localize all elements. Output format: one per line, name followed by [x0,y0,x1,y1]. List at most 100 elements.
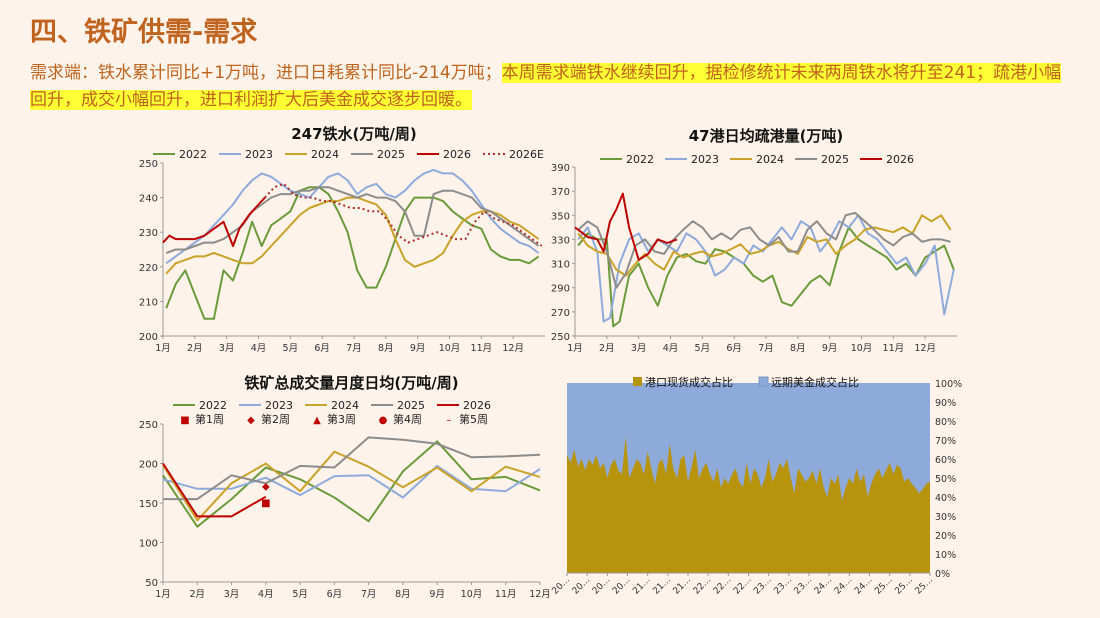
y-tick-label: 40% [935,493,956,504]
x-tick-label: 12月 [502,343,524,354]
legend-label-2024: 2024 [311,148,339,161]
x-tick-label: 1月 [155,589,171,600]
x-tick-label: 8月 [395,589,411,600]
y-tick-label: 70% [935,436,956,447]
y-tick-label: 210 [139,297,158,308]
series-line-2022 [577,226,955,328]
x-tick-label: 20… [611,575,633,597]
x-tick-label: 25… [893,575,915,597]
x-tick-label: 8月 [790,343,806,354]
legend-label-2024: 2024 [331,399,359,412]
series-line-2026 [162,196,266,247]
legend-label-2024: 2024 [756,153,784,166]
x-tick-label: 7月 [758,343,774,354]
legend-label-2026: 2026 [443,148,471,161]
x-tick-label: 12月 [914,343,936,354]
legend-label-2022: 2022 [179,148,207,161]
x-tick-label: 6月 [327,589,343,600]
x-tick-label: 2月 [599,343,615,354]
x-tick-label: 9月 [410,343,426,354]
deal-share-chart: 0%10%20%30%40%50%60%70%80%90%100%20…20…2… [551,375,963,597]
x-tick-label: 5月 [292,589,308,600]
series-line-2023 [165,168,540,265]
summary-text: 需求端：铁水累计同比+1万吨，进口日耗累计同比-214万吨；本周需求端铁水继续回… [30,60,1070,114]
series-line-2024 [162,450,541,522]
x-tick-label: 9月 [429,589,445,600]
y-tick-label: 150 [139,499,158,510]
y-tick-label: 100 [139,539,158,550]
x-tick-label: 25… [873,575,895,597]
y-tick-label: 230 [139,228,158,239]
weekly-marker-point: ◆ [262,482,270,493]
x-tick-label: 6月 [314,343,330,354]
x-tick-label: 2月 [189,589,205,600]
monthly-deal-chart: 铁矿总成交量月度日均(万吨/周) 50 100 150 200 250 1月 2月 3月 4月 5月… [139,374,551,600]
x-tick-label: 21… [631,575,653,597]
x-tick-label: 1月 [155,343,171,354]
x-tick-label: 24… [833,575,855,597]
legend-label-spot: 港口现货成交占比 [645,375,733,389]
x-tick-label: 2月 [187,343,203,354]
series-line-2026 [574,192,678,261]
series-line-2023 [577,214,955,323]
monthly-deal-title: 铁矿总成交量月度日均(万吨/周) [244,374,458,392]
y-tick-label: 200 [139,460,158,471]
legend-swatch-spot [633,377,642,386]
x-tick-label: 25… [914,575,936,597]
x-tick-label: 7月 [361,589,377,600]
y-tick-label: 250 [551,332,570,343]
y-tick-label: 220 [139,263,158,274]
series-line-2022 [162,440,541,528]
page-title: 四、铁矿供需-需求 [30,17,258,48]
x-tick-label: 8月 [378,343,394,354]
series-line-2026E [264,182,543,247]
y-tick-label: 60% [935,455,956,466]
y-tick-label: 240 [139,194,158,205]
weekly-marker-point: ■ [261,498,270,509]
x-tick-label: 22… [692,575,714,597]
y-tick-label: 270 [551,308,570,319]
x-tick-label: 24… [853,575,875,597]
x-tick-label: 23… [793,575,815,597]
port-evac-title: 47港日均疏港量(万吨) [689,127,844,145]
x-tick-label: 11月 [883,343,905,354]
legend-label-usd: 远期美金成交占比 [771,375,859,389]
x-tick-label: 21… [651,575,673,597]
y-tick-label: 0% [935,569,950,580]
y-tick-label: 100% [935,379,962,390]
x-tick-label: 4月 [663,343,679,354]
y-tick-label: 80% [935,417,956,428]
x-tick-label: 22… [712,575,734,597]
legend-label-2023: 2023 [245,148,273,161]
x-tick-label: 24… [813,575,835,597]
x-tick-label: 1月 [567,343,583,354]
y-tick-label: 30% [935,512,956,523]
weekly-marker-label: 第2周 [261,412,290,426]
legend-label-2026E: 2026E [509,148,544,161]
legend-label-2022: 2022 [626,153,654,166]
x-tick-label: 10月 [439,343,461,354]
x-tick-label: 20… [571,575,593,597]
series-line-2026 [162,462,267,518]
weekly-marker-symbol: ◆ [247,415,255,426]
y-tick-label: 90% [935,398,956,409]
y-tick-label: 250 [139,420,158,431]
y-tick-label: 50% [935,474,956,485]
x-tick-label: 11月 [495,589,517,600]
weekly-marker-label: 第5周 [459,412,488,426]
legend-label-2026: 2026 [886,153,914,166]
weekly-marker-symbol: ▲ [313,415,321,426]
series-line-2025 [577,211,951,289]
series-line-2022 [165,186,540,320]
port-evac-chart: 47港日均疏港量(万吨) 250 270 290 310 330 350 370 390 1月 2月… [551,127,957,354]
hot-metal-chart: 247铁水(万吨/周) 200 210 220 230 240 250 1月 2月 3月 4月 5月 6… [139,125,545,354]
x-tick-label: 12月 [529,589,551,600]
legend-label-2025: 2025 [397,399,425,412]
y-tick-label: 250 [139,159,158,170]
y-tick-label: 10% [935,550,956,561]
x-tick-label: 4月 [251,343,267,354]
x-tick-label: 3月 [224,589,240,600]
x-tick-label: 3月 [219,343,235,354]
y-tick-label: 200 [139,332,158,343]
y-tick-label: 350 [551,211,570,222]
